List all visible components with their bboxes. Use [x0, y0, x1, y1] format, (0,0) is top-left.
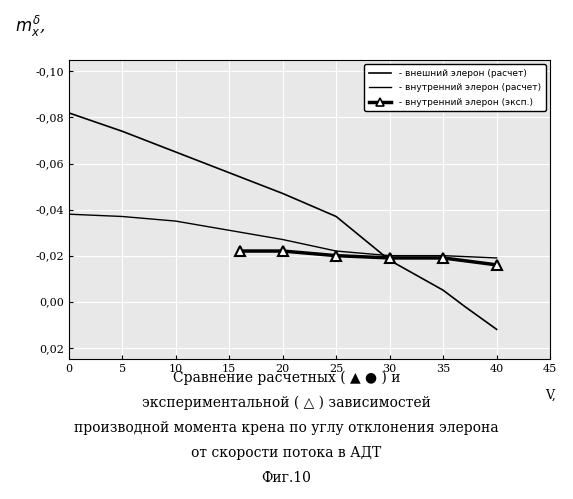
Text: экспериментальной ( △ ) зависимостей: экспериментальной ( △ ) зависимостей: [142, 395, 431, 410]
Text: $m_x^{\delta}$,: $m_x^{\delta}$,: [15, 14, 46, 39]
Text: Фиг.10: Фиг.10: [261, 471, 312, 485]
Text: Сравнение расчетных ( ▲ ● ) и: Сравнение расчетных ( ▲ ● ) и: [172, 370, 401, 385]
Text: от скорости потока в АДТ: от скорости потока в АДТ: [191, 446, 382, 460]
Text: производной момента крена по углу отклонения элерона: производной момента крена по углу отклон…: [74, 421, 499, 435]
Text: V,: V,: [545, 389, 555, 402]
Legend:  - внешний элерон (расчет),  - внутренний элерон (расчет),  - внутренний элерон : - внешний элерон (расчет), - внутренний …: [364, 64, 545, 111]
